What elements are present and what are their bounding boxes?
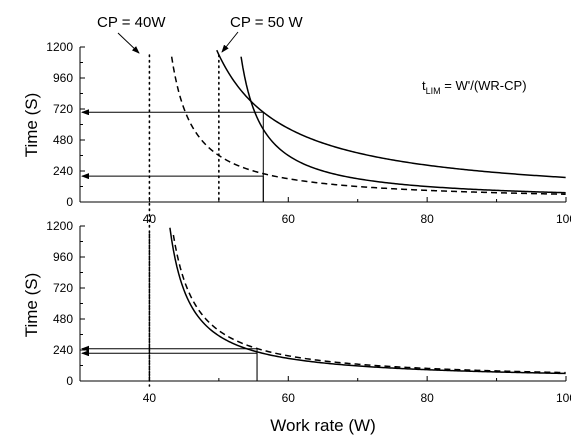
top-y-tick-label: 960	[53, 71, 73, 85]
x-axis-label: Work rate (W)	[270, 416, 375, 435]
bottom-x-tick-label: 40	[143, 391, 157, 405]
bottom-x-tick-label: 60	[282, 391, 296, 405]
bottom-y-tick-label: 240	[53, 343, 73, 357]
top-x-tick-label: 80	[420, 212, 434, 226]
bottom-y-tick-label: 720	[53, 281, 73, 295]
bottom-curve-dashed-1	[172, 234, 566, 374]
top-y-tick-label: 480	[53, 133, 73, 147]
cp40-label: CP = 40W	[97, 14, 166, 31]
bottom-y-tick-label: 960	[53, 250, 73, 264]
cp50-label: CP = 50 W	[230, 14, 304, 31]
top-y-tick-label: 0	[66, 195, 73, 209]
bottom-y-axis: 0 240 480 720 960 1200	[46, 219, 85, 388]
bottom-y-tick-label: 1200	[46, 219, 73, 233]
top-y-tick-label: 720	[53, 102, 73, 116]
top-y-axis-label: Time (S)	[22, 93, 41, 158]
bottom-y-tick-label: 480	[53, 312, 73, 326]
top-x-tick-label: 40	[143, 212, 157, 226]
top-x-tick-label: 60	[282, 212, 296, 226]
bottom-guides	[81, 345, 258, 381]
bottom-y-tick-label: 0	[66, 374, 73, 388]
bottom-x-tick-label: 100	[556, 391, 571, 405]
top-curve-solid-0	[216, 49, 566, 179]
bottom-panel: 0 240 480 720 960 1200 40 60 80 100 Time (S) Wor…	[22, 219, 571, 435]
cp50-arrow	[221, 31, 239, 53]
bottom-y-ticks: 0 240 480 720 960 1200	[46, 219, 85, 388]
cp40-arrow	[117, 32, 140, 54]
top-curve-dashed-2	[170, 56, 566, 195]
top-guides	[81, 109, 264, 202]
cp50-annotation: CP = 50 W	[221, 14, 304, 53]
bottom-curve-solid-0	[169, 227, 566, 375]
formula-rest: = W'/(WR-CP)	[441, 78, 527, 93]
top-curves	[170, 49, 566, 195]
top-curve-solid-1	[240, 56, 566, 194]
bottom-x-tick-label: 80	[420, 391, 434, 405]
bottom-curves	[169, 227, 566, 375]
top-panel: 0 240 480 720 960 1200 40 60 80 100 Time (S) CP …	[22, 14, 571, 387]
top-y-axis: 0 240 480 720 960 1200	[46, 40, 85, 209]
bottom-y-axis-label: Time (S)	[22, 273, 41, 338]
top-x-ticks: 40 60 80 100	[79, 197, 571, 226]
formula-subscript: LIM	[426, 86, 441, 96]
formula-t: t	[422, 78, 426, 93]
top-y-tick-label: 1200	[46, 40, 73, 54]
top-cp-lines	[148, 54, 220, 387]
top-x-axis: 40 60 80 100	[79, 197, 571, 226]
bottom-x-ticks: 40 60 80 100	[79, 376, 571, 405]
top-y-tick-label: 240	[53, 164, 73, 178]
top-x-tick-label: 100	[556, 212, 571, 226]
formula-annotation: tLIM = W'/(WR-CP)	[422, 78, 527, 96]
cp40-annotation: CP = 40W	[97, 14, 166, 54]
top-y-ticks: 0 240 480 720 960 1200	[46, 40, 85, 209]
bottom-x-axis: 40 60 80 100	[79, 376, 571, 405]
